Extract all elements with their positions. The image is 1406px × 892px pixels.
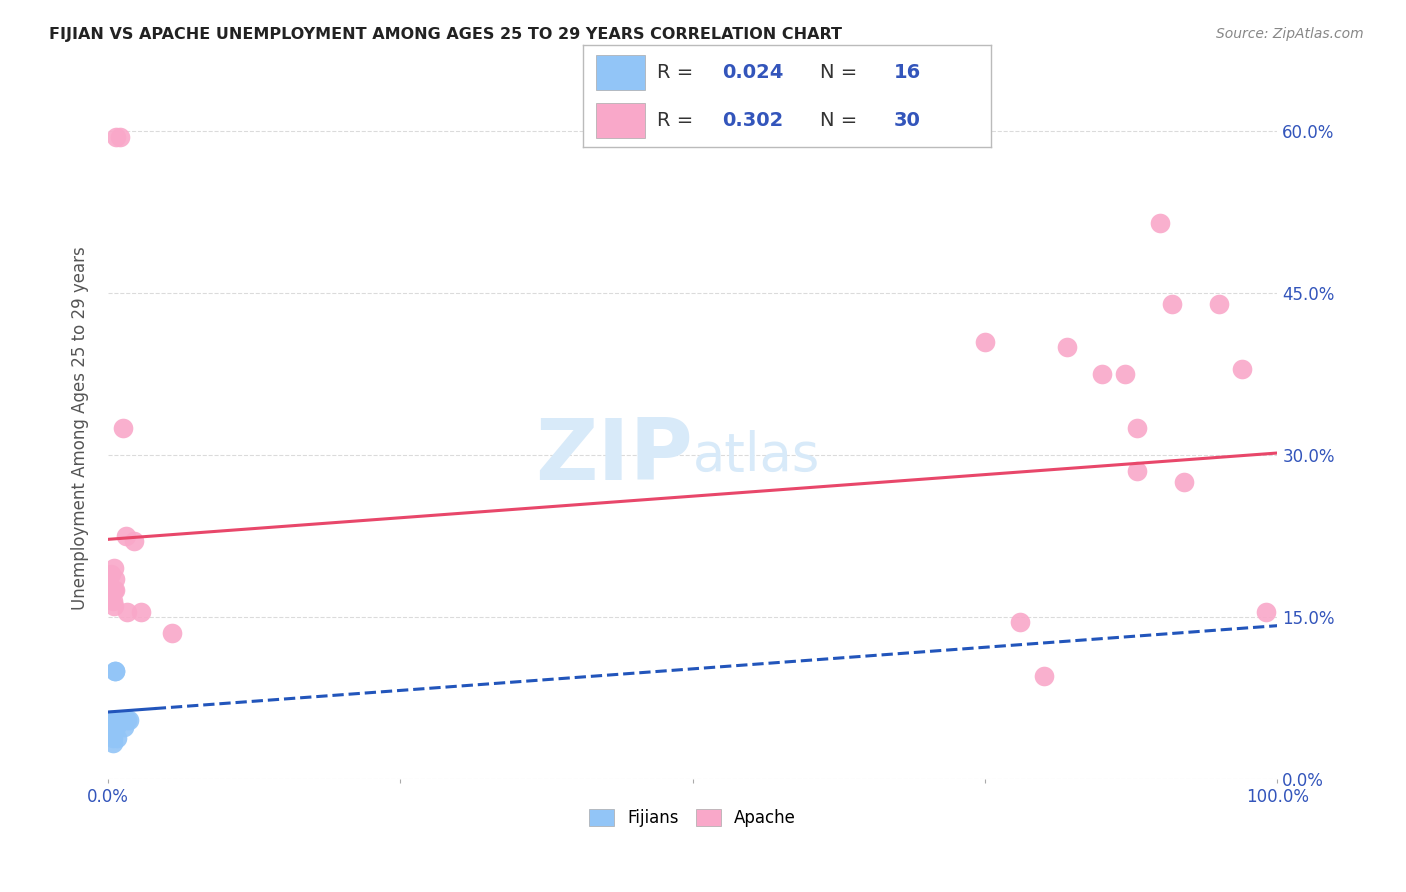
FancyBboxPatch shape <box>596 55 644 90</box>
Point <box>101 731 124 745</box>
Point <box>101 736 124 750</box>
Point <box>1010 615 1032 630</box>
Text: R =: R = <box>657 111 699 130</box>
Point <box>101 594 124 608</box>
Point <box>103 583 125 598</box>
Point <box>122 534 145 549</box>
Point <box>112 720 135 734</box>
Legend: Fijians, Apache: Fijians, Apache <box>582 802 803 834</box>
Text: 0.302: 0.302 <box>723 111 783 130</box>
Point <box>1056 340 1078 354</box>
Text: ZIP: ZIP <box>534 415 693 498</box>
Point <box>115 605 138 619</box>
Point <box>118 713 141 727</box>
Text: 0.024: 0.024 <box>723 62 783 82</box>
Text: FIJIAN VS APACHE UNEMPLOYMENT AMONG AGES 25 TO 29 YEARS CORRELATION CHART: FIJIAN VS APACHE UNEMPLOYMENT AMONG AGES… <box>49 27 842 42</box>
Point <box>103 713 125 727</box>
Text: 16: 16 <box>893 62 921 82</box>
Text: N =: N = <box>820 111 863 130</box>
Point <box>129 605 152 619</box>
Point <box>100 720 122 734</box>
Text: Source: ZipAtlas.com: Source: ZipAtlas.com <box>1216 27 1364 41</box>
Point <box>105 731 128 745</box>
Point <box>101 726 124 740</box>
Point <box>1208 297 1230 311</box>
Point <box>1126 464 1149 478</box>
Point <box>1173 475 1195 490</box>
Point <box>101 583 124 598</box>
Point <box>114 529 136 543</box>
Point <box>1126 421 1149 435</box>
Point <box>103 599 125 614</box>
Point <box>1161 297 1184 311</box>
Point <box>108 129 131 144</box>
Point <box>105 720 128 734</box>
Point <box>100 713 122 727</box>
Point <box>104 572 127 586</box>
Point <box>112 421 135 435</box>
Point <box>1091 368 1114 382</box>
Point <box>100 566 122 581</box>
Point <box>162 626 184 640</box>
Y-axis label: Unemployment Among Ages 25 to 29 years: Unemployment Among Ages 25 to 29 years <box>72 246 89 610</box>
Text: atlas: atlas <box>693 430 820 483</box>
Point <box>1032 669 1054 683</box>
Point <box>1232 361 1254 376</box>
Point <box>105 129 128 144</box>
Point <box>974 334 997 349</box>
Point <box>104 664 127 678</box>
Point <box>104 664 127 678</box>
Point <box>1149 216 1171 230</box>
Point <box>1114 368 1136 382</box>
FancyBboxPatch shape <box>596 103 644 138</box>
Point <box>105 713 128 727</box>
Text: N =: N = <box>820 62 863 82</box>
Point <box>104 583 127 598</box>
Point <box>111 713 134 727</box>
Text: R =: R = <box>657 62 699 82</box>
Point <box>103 720 125 734</box>
Point <box>1254 605 1277 619</box>
Point <box>115 713 138 727</box>
Point <box>103 561 125 575</box>
Text: 30: 30 <box>893 111 921 130</box>
